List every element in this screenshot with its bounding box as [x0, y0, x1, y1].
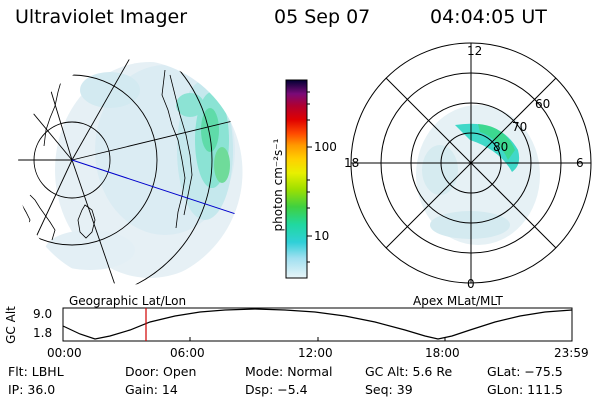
- info-door: Door: Open: [125, 364, 197, 379]
- info-glat: GLat: −75.5: [487, 364, 563, 379]
- geographic-map: [17, 59, 243, 285]
- mlat-label-80: 80: [493, 140, 509, 154]
- instrument-title: Ultraviolet Imager: [15, 6, 188, 28]
- info-flt: Flt: LBHL: [8, 364, 64, 379]
- mlat-label-70: 70: [512, 120, 528, 134]
- info-glon: GLon: 111.5: [487, 382, 563, 397]
- info-gain: Gain: 14: [125, 382, 178, 397]
- altitude-plot: [62, 307, 573, 342]
- time-tick-1200: 12:00: [298, 346, 333, 360]
- colorbar: [285, 79, 308, 279]
- time-tick-2359: 23:59: [554, 346, 589, 360]
- alt-tick-9: 9.0: [33, 307, 53, 321]
- info-seq: Seq: 39: [365, 382, 413, 397]
- mlt-label-6: 6: [576, 156, 584, 170]
- polar-map: [350, 42, 592, 284]
- left-map-border: [16, 58, 244, 286]
- time-tick-0600: 06:00: [170, 346, 205, 360]
- time-label: 04:04:05 UT: [430, 6, 547, 28]
- left-aurora-emission: [45, 62, 243, 278]
- altitude-curve: [62, 308, 573, 340]
- info-mode: Mode: Normal: [245, 364, 333, 379]
- colorbar-ticks: [307, 91, 312, 263]
- colorbar-tick-10: 10: [314, 229, 330, 243]
- time-tick-0000: 00:00: [47, 346, 82, 360]
- info-ip: IP: 36.0: [8, 382, 56, 397]
- terminator-line: [71, 159, 243, 219]
- gc-alt-axis-label: GC Alt: [3, 306, 18, 344]
- alt-tick-1-8: 1.8: [33, 326, 53, 340]
- mlt-label-18: 18: [344, 156, 360, 170]
- mlt-label-12: 12: [467, 44, 483, 58]
- geographic-caption: Geographic Lat/Lon: [69, 294, 187, 308]
- colorbar-tick-100: 100: [314, 140, 337, 154]
- colorbar-unit-label: photon cm⁻²s⁻¹: [271, 138, 285, 232]
- date-label: 05 Sep 07: [274, 6, 371, 28]
- time-tick-1800: 18:00: [425, 346, 460, 360]
- info-dsp: Dsp: −5.4: [245, 382, 308, 397]
- info-gc-alt: GC Alt: 5.6 Re: [365, 364, 453, 379]
- mlat-label-60: 60: [535, 97, 551, 111]
- mlt-label-0: 0: [467, 277, 475, 291]
- apex-caption: Apex MLat/MLT: [413, 294, 503, 308]
